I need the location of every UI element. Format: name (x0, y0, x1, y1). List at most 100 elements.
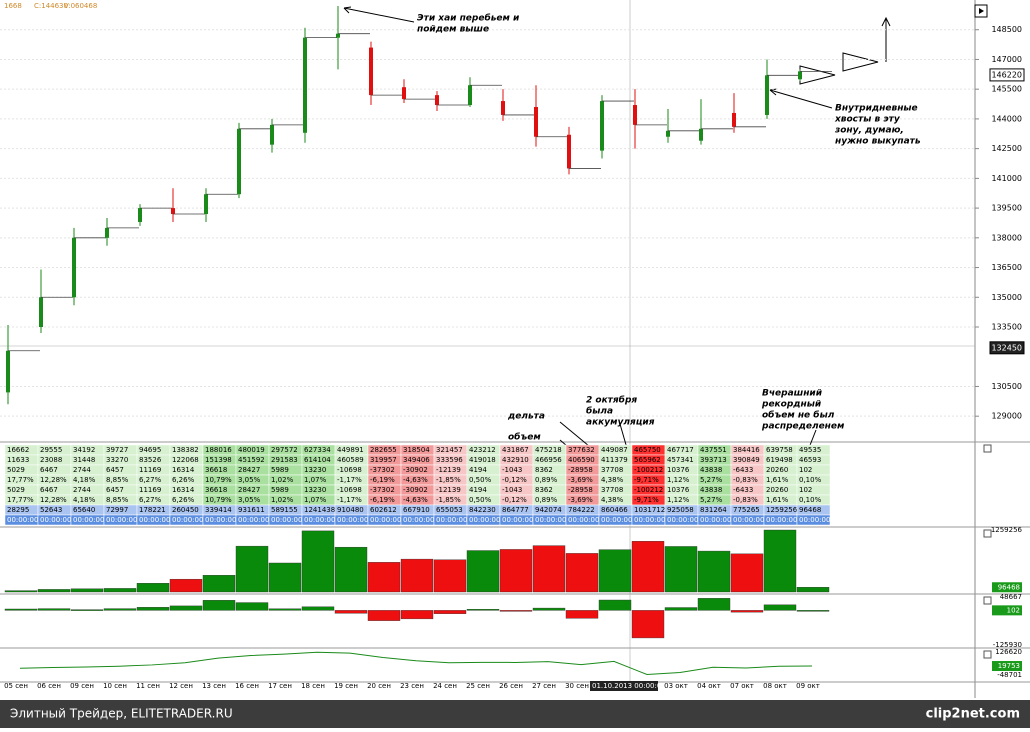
table-text: 784222 (568, 506, 595, 514)
header-value: C:144630 (34, 2, 68, 10)
table-text: -0,12% (502, 476, 527, 484)
candle-body (402, 87, 406, 100)
cursor-date-box (590, 681, 658, 691)
annotation: была (586, 406, 613, 417)
table-text: 282655 (370, 446, 397, 454)
x-tick-label: 08 окт (763, 682, 787, 690)
annotation: Внутридневные (835, 104, 918, 114)
table-text: 00:00:00 (205, 516, 236, 524)
candle-body (765, 75, 769, 115)
candle-body (369, 47, 373, 96)
delta-bar (433, 610, 467, 614)
table-text: -0,83% (733, 496, 758, 504)
table-text: 431867 (502, 446, 529, 454)
candle-body (666, 130, 670, 137)
table-text: 00:00:00 (304, 516, 335, 524)
table-text: -0,83% (733, 476, 758, 484)
table-text: 00:00:00 (535, 516, 566, 524)
candle-body (72, 237, 76, 298)
candle-body (237, 128, 241, 195)
annotation: объем (508, 432, 541, 443)
table-text: 151398 (205, 456, 232, 464)
table-text: -28958 (568, 486, 593, 494)
table-text: 339414 (205, 506, 232, 514)
table-text: 480019 (238, 446, 265, 454)
delta-bar (4, 608, 38, 611)
panel-close-icons (983, 444, 992, 659)
table-text: 1,07% (304, 496, 327, 504)
annotation: зону, думаю, (834, 126, 904, 136)
last-value-box (992, 661, 1022, 672)
table-text: 1259256 (766, 506, 798, 514)
volume-bar (367, 562, 401, 593)
delta-bar (730, 610, 764, 613)
table-text: -3,69% (568, 496, 593, 504)
close-icon[interactable] (983, 650, 992, 659)
table-text: 00:00:00 (73, 516, 104, 524)
volume-bar (169, 578, 203, 593)
annotation: объем не был (762, 410, 835, 421)
candle-body (105, 227, 109, 238)
candle-body (732, 112, 736, 127)
table-text: -4,63% (403, 476, 428, 484)
table-text: -6433 (733, 486, 753, 494)
volume-bar (268, 562, 302, 593)
volume-bar (796, 587, 830, 593)
table-text: 11169 (139, 466, 161, 474)
delta-bar (796, 610, 830, 612)
delta-bar (202, 600, 236, 611)
table-text: -6,19% (370, 476, 395, 484)
table-text: 29555 (40, 446, 62, 454)
table-text: 00:00:00 (238, 516, 269, 524)
volume-bar (697, 550, 731, 593)
table-text: 460589 (337, 456, 364, 464)
y-tick-label: 141000 (991, 174, 1022, 183)
table-text: 2744 (73, 486, 91, 494)
x-tick-label: 01.10.2013 00:00:00 (592, 682, 666, 690)
price-marker-box (989, 68, 1025, 82)
table-text: 36618 (205, 486, 227, 494)
table-text: 0,89% (535, 476, 558, 484)
candle-body (534, 107, 538, 137)
table-text: 6,26% (172, 496, 195, 504)
table-text: 00:00:00 (766, 516, 797, 524)
table-text: 00:00:00 (634, 516, 665, 524)
table-text: -30902 (403, 466, 428, 474)
table-text: 4,38% (601, 476, 624, 484)
last-value: 19753 (998, 662, 1020, 670)
table-text: 83526 (139, 456, 162, 464)
table-text: 00:00:00 (469, 516, 500, 524)
table-text: 12,28% (40, 476, 67, 484)
annotation: дельта (507, 412, 545, 422)
annotation: аккумуляция (586, 418, 655, 428)
y-tick-label: 136500 (991, 263, 1022, 272)
x-tick-label: 11 сен (136, 682, 160, 690)
y-tick-label: 139500 (991, 204, 1022, 213)
axis-label: -125930 (993, 641, 1022, 649)
x-tick-label: 13 сен (202, 682, 226, 690)
table-text: 614104 (304, 456, 331, 464)
x-tick-label: 09 сен (70, 682, 94, 690)
last-value: 102 (1007, 606, 1020, 614)
table-text: -100212 (634, 466, 663, 474)
volume-bar (433, 559, 467, 593)
table-text: 1,61% (766, 476, 789, 484)
table-text: 942074 (535, 506, 562, 514)
close-icon[interactable] (983, 444, 992, 453)
close-icon[interactable] (983, 596, 992, 605)
table-text: 34192 (73, 446, 95, 454)
last-value-box (992, 582, 1022, 593)
table-text: 910480 (337, 506, 364, 514)
close-icon[interactable] (983, 529, 992, 538)
delta-bar (70, 609, 104, 611)
table-text: 28427 (238, 466, 260, 474)
table-text: -37302 (370, 466, 395, 474)
candle-body (171, 208, 175, 215)
volume-bar (103, 588, 137, 593)
table-text: 8,85% (106, 496, 129, 504)
table-text: 1,07% (304, 476, 327, 484)
table-text: 5,27% (700, 476, 723, 484)
table-text: 6,26% (172, 476, 195, 484)
candle-body (798, 71, 802, 80)
table-text: 465750 (634, 446, 661, 454)
